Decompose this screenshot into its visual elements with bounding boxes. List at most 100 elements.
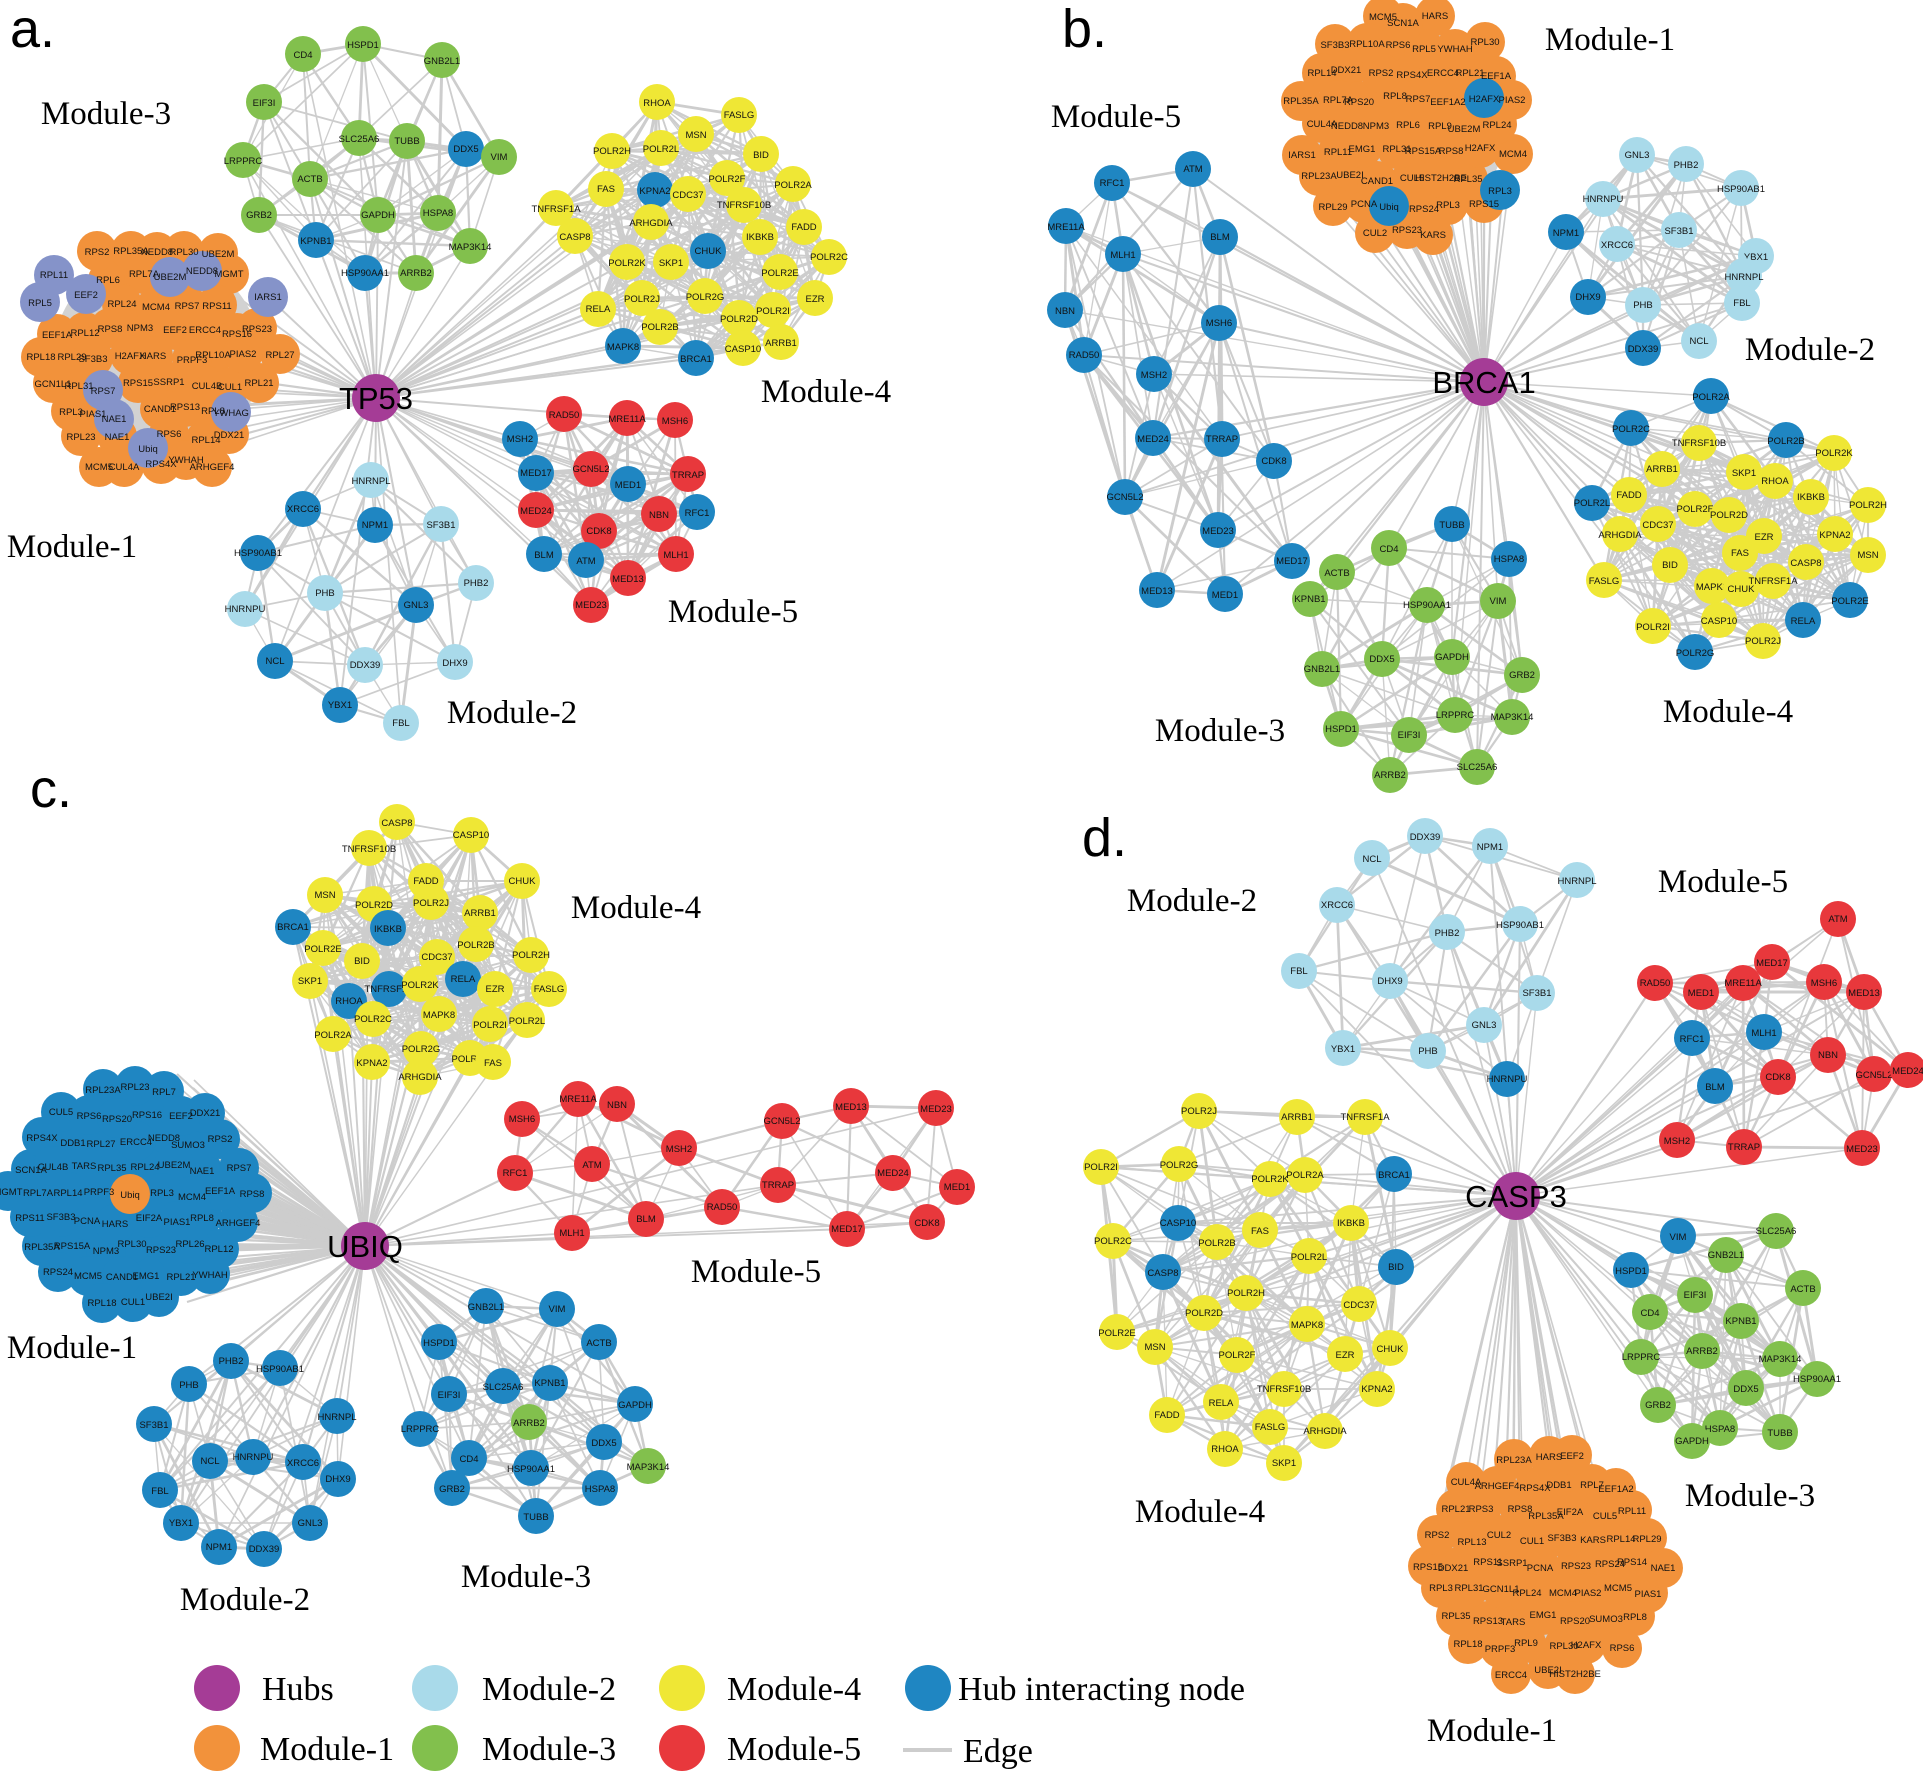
svg-text:PIAS1: PIAS1 xyxy=(164,1217,191,1228)
svg-text:POLR2D: POLR2D xyxy=(355,900,393,911)
svg-text:ARHGDIA: ARHGDIA xyxy=(398,1072,442,1083)
svg-text:CUL5: CUL5 xyxy=(1593,1511,1617,1522)
svg-text:NBN: NBN xyxy=(649,510,669,521)
svg-text:ARRB2: ARRB2 xyxy=(400,268,432,279)
svg-text:MED13: MED13 xyxy=(612,574,644,585)
svg-text:KPNA2: KPNA2 xyxy=(639,186,670,197)
svg-text:FAS: FAS xyxy=(484,1058,502,1069)
svg-text:Module-5: Module-5 xyxy=(1051,99,1181,135)
svg-text:SUMO3: SUMO3 xyxy=(1589,1614,1623,1625)
svg-text:UBE2M: UBE2M xyxy=(158,1160,191,1171)
svg-text:POLR2K: POLR2K xyxy=(1251,1174,1289,1185)
svg-text:PHB: PHB xyxy=(315,588,335,599)
svg-text:MSH2: MSH2 xyxy=(507,434,533,445)
svg-text:Module-3: Module-3 xyxy=(461,1559,591,1595)
svg-text:POLR2L: POLR2L xyxy=(643,144,679,155)
svg-text:MSN: MSN xyxy=(1144,1342,1165,1353)
svg-text:RPS2: RPS2 xyxy=(85,247,110,258)
svg-text:HSPA8: HSPA8 xyxy=(585,1484,615,1495)
svg-text:ERCC4: ERCC4 xyxy=(189,325,221,336)
svg-text:CAND1: CAND1 xyxy=(144,404,176,415)
svg-text:MLH1: MLH1 xyxy=(559,1228,584,1239)
svg-text:BLM: BLM xyxy=(534,550,554,561)
svg-text:YBX1: YBX1 xyxy=(1744,252,1768,263)
svg-text:RPL5: RPL5 xyxy=(28,298,52,309)
svg-text:NAE1: NAE1 xyxy=(1651,1563,1676,1574)
svg-text:RPL23: RPL23 xyxy=(66,432,95,443)
svg-text:FAS: FAS xyxy=(1731,548,1749,559)
svg-text:MAP3K14: MAP3K14 xyxy=(1491,712,1534,723)
svg-text:MSH2: MSH2 xyxy=(1664,1136,1690,1147)
svg-text:FASLG: FASLG xyxy=(1589,576,1620,587)
svg-text:POLR2J: POLR2J xyxy=(1181,1106,1217,1117)
svg-text:PCNA: PCNA xyxy=(1527,1563,1554,1574)
svg-text:MAPK8: MAPK8 xyxy=(607,342,639,353)
svg-text:POLR2A: POLR2A xyxy=(1692,392,1730,403)
svg-text:HSPD1: HSPD1 xyxy=(347,40,379,51)
svg-text:ARHGEF4: ARHGEF4 xyxy=(1475,1481,1520,1492)
svg-text:DDX39: DDX39 xyxy=(1628,344,1659,355)
svg-text:RPL30: RPL30 xyxy=(1470,37,1499,48)
svg-text:KPNB1: KPNB1 xyxy=(300,236,331,247)
svg-text:POLR2H: POLR2H xyxy=(593,146,631,157)
svg-text:IKBKB: IKBKB xyxy=(1337,1218,1365,1229)
svg-text:RPL35A: RPL35A xyxy=(24,1242,60,1253)
svg-text:RPL7A: RPL7A xyxy=(129,269,160,280)
svg-text:TUBB: TUBB xyxy=(1439,520,1464,531)
svg-text:RPL29: RPL29 xyxy=(57,352,86,363)
svg-text:SF3B3: SF3B3 xyxy=(78,354,107,365)
svg-text:TRRAP: TRRAP xyxy=(672,470,704,481)
svg-text:SCN1A: SCN1A xyxy=(15,1165,47,1176)
svg-text:MGMT: MGMT xyxy=(0,1187,23,1198)
svg-text:POLR2C: POLR2C xyxy=(1094,1236,1132,1247)
svg-text:POLR2A: POLR2A xyxy=(1286,1170,1324,1181)
svg-text:NEDD8: NEDD8 xyxy=(1331,121,1363,132)
svg-text:POLR2B: POLR2B xyxy=(1767,436,1805,447)
svg-text:BRCA1: BRCA1 xyxy=(1432,365,1535,400)
svg-text:ERCC4: ERCC4 xyxy=(120,1137,152,1148)
svg-text:RPL23A: RPL23A xyxy=(1496,1455,1532,1466)
svg-text:ACTB: ACTB xyxy=(297,174,322,185)
svg-text:RPS23: RPS23 xyxy=(1392,225,1422,236)
svg-text:RPL35A: RPL35A xyxy=(1283,96,1319,107)
svg-text:HSPD1: HSPD1 xyxy=(1325,724,1357,735)
svg-text:FBL: FBL xyxy=(392,718,409,729)
svg-text:PHB2: PHB2 xyxy=(464,578,489,589)
svg-text:DDX21: DDX21 xyxy=(1331,65,1362,76)
svg-text:CD4: CD4 xyxy=(1640,1308,1659,1319)
svg-text:c.: c. xyxy=(30,759,72,819)
svg-text:CHUK: CHUK xyxy=(695,246,723,257)
svg-text:RPL27: RPL27 xyxy=(265,350,294,361)
svg-text:EEF1A2: EEF1A2 xyxy=(1430,97,1465,108)
svg-text:SUMO3: SUMO3 xyxy=(171,1140,205,1151)
svg-text:RPL21: RPL21 xyxy=(1455,68,1484,79)
svg-text:RPS8: RPS8 xyxy=(240,1189,265,1200)
svg-text:a.: a. xyxy=(10,0,55,59)
svg-text:POLR2D: POLR2D xyxy=(1185,1308,1223,1319)
svg-text:GNL3: GNL3 xyxy=(1472,1020,1497,1031)
svg-text:Module-2: Module-2 xyxy=(1127,883,1257,919)
svg-text:GAPDH: GAPDH xyxy=(618,1400,652,1411)
svg-text:RPS15A: RPS15A xyxy=(1405,146,1442,157)
svg-text:Module-5: Module-5 xyxy=(691,1254,821,1290)
svg-text:SF3B1: SF3B1 xyxy=(139,1420,168,1431)
svg-text:GRB2: GRB2 xyxy=(246,210,272,221)
svg-text:MSN: MSN xyxy=(1857,550,1878,561)
svg-text:FADD: FADD xyxy=(1616,490,1641,501)
svg-text:Module-4: Module-4 xyxy=(1663,694,1793,730)
svg-text:EIF2A: EIF2A xyxy=(136,1213,163,1224)
svg-text:ARHGDIA: ARHGDIA xyxy=(629,218,673,229)
svg-text:RHOA: RHOA xyxy=(1761,476,1789,487)
svg-text:POLR2I: POLR2I xyxy=(756,306,790,317)
svg-text:CUL4A: CUL4A xyxy=(1307,119,1338,130)
svg-text:POLR2C: POLR2C xyxy=(1612,424,1650,435)
svg-text:POLR2L: POLR2L xyxy=(1291,1252,1327,1263)
svg-text:RPL14: RPL14 xyxy=(1606,1534,1635,1545)
svg-text:RPL30: RPL30 xyxy=(1549,1641,1578,1652)
svg-text:POLR2E: POLR2E xyxy=(1098,1328,1136,1339)
svg-text:EZR: EZR xyxy=(806,294,825,305)
svg-text:HNRNPU: HNRNPU xyxy=(225,604,266,615)
svg-text:Ubiq: Ubiq xyxy=(138,444,158,455)
svg-text:UBE2M: UBE2M xyxy=(154,272,187,283)
svg-text:RPL30: RPL30 xyxy=(117,1239,146,1250)
